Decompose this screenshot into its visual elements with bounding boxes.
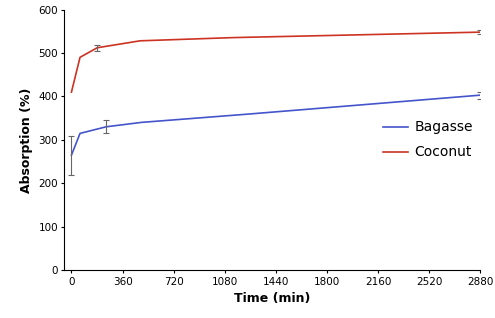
Bagasse [395,100,400,104]
Coconut [68,90,74,94]
Coconut [387,32,393,36]
Line: Bagasse: Bagasse [71,95,480,155]
Bagasse [349,104,355,107]
Coconut [349,33,355,37]
Legend: Bagasse, Coconut: Bagasse, Coconut [383,121,473,159]
Coconut [477,30,483,34]
Bagasse [68,153,74,157]
Line: Coconut: Coconut [71,32,480,92]
Y-axis label: Absorption (%): Absorption (%) [20,87,33,193]
Bagasse [234,113,240,117]
Coconut [110,43,116,47]
Coconut [395,32,400,36]
Coconut [234,36,240,39]
Bagasse [248,112,254,116]
Bagasse [477,93,483,97]
X-axis label: Time (min): Time (min) [234,292,310,305]
Coconut [248,35,254,39]
Bagasse [110,124,116,128]
Bagasse [387,100,393,104]
